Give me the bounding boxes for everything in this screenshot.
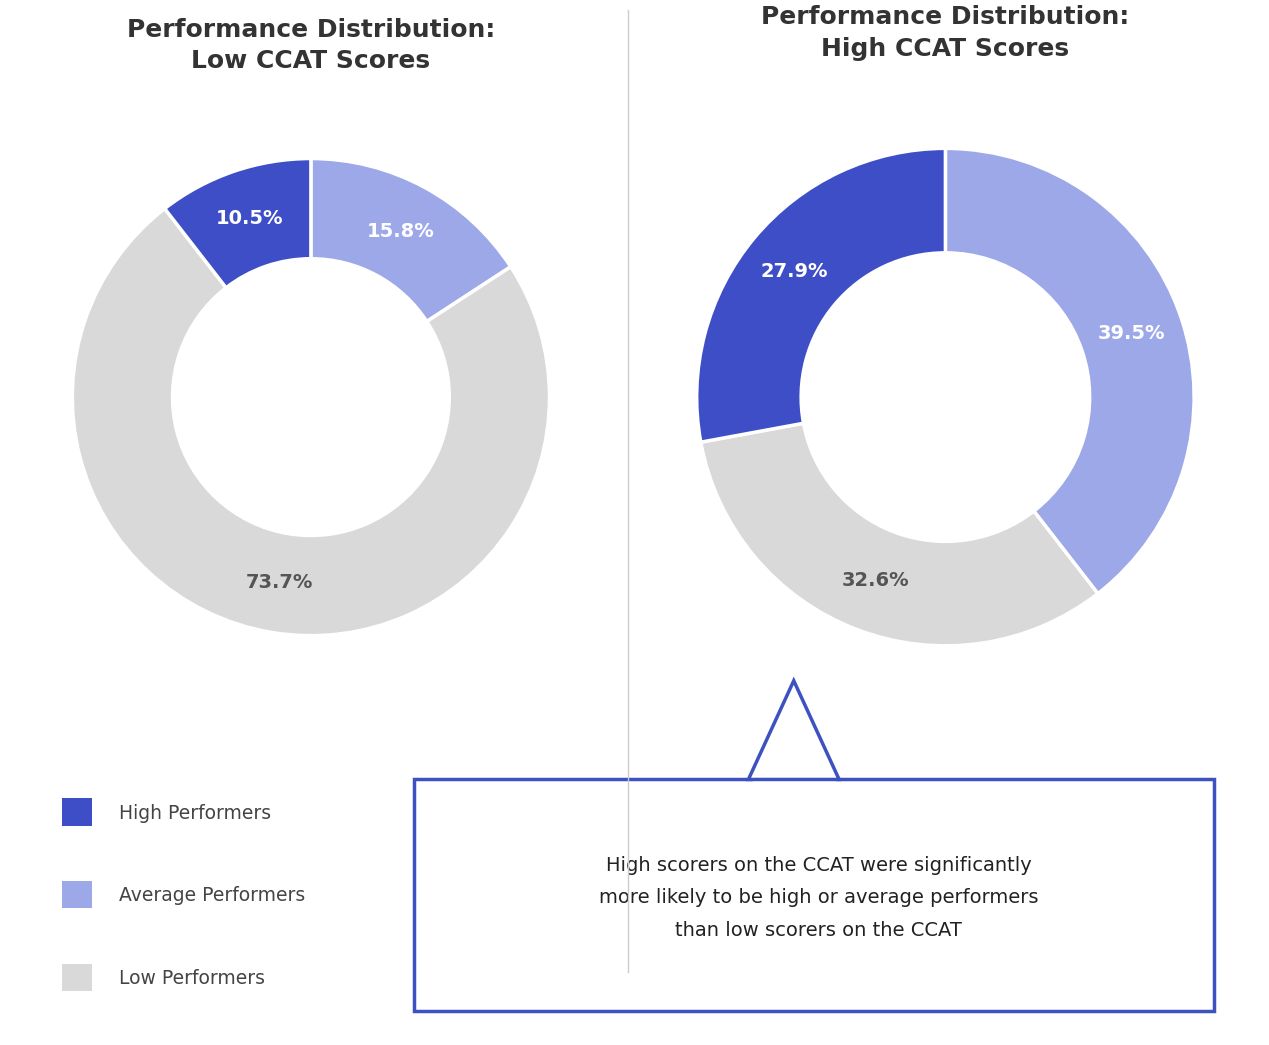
Wedge shape bbox=[165, 159, 311, 287]
Title: Performance Distribution:
High CCAT Scores: Performance Distribution: High CCAT Scor… bbox=[761, 5, 1129, 61]
Wedge shape bbox=[72, 209, 549, 635]
Polygon shape bbox=[749, 680, 839, 780]
FancyBboxPatch shape bbox=[414, 780, 1214, 1011]
Text: Average Performers: Average Performers bbox=[119, 886, 306, 905]
FancyBboxPatch shape bbox=[62, 798, 91, 826]
Text: Low Performers: Low Performers bbox=[119, 969, 265, 988]
Text: 10.5%: 10.5% bbox=[216, 209, 283, 228]
Wedge shape bbox=[700, 423, 1098, 646]
Wedge shape bbox=[311, 159, 510, 322]
FancyBboxPatch shape bbox=[62, 963, 91, 991]
Text: 32.6%: 32.6% bbox=[841, 572, 909, 590]
Text: High scorers on the CCAT were significantly
more likely to be high or average pe: High scorers on the CCAT were significan… bbox=[599, 856, 1038, 939]
Circle shape bbox=[801, 253, 1090, 541]
Text: 39.5%: 39.5% bbox=[1098, 324, 1165, 343]
Text: High Performers: High Performers bbox=[119, 804, 272, 822]
Text: 27.9%: 27.9% bbox=[760, 262, 829, 281]
Polygon shape bbox=[753, 768, 835, 788]
Title: Performance Distribution:
Low CCAT Scores: Performance Distribution: Low CCAT Score… bbox=[127, 18, 495, 73]
FancyBboxPatch shape bbox=[62, 881, 91, 908]
Text: 15.8%: 15.8% bbox=[367, 222, 434, 241]
Wedge shape bbox=[697, 148, 945, 442]
Wedge shape bbox=[945, 148, 1194, 594]
Circle shape bbox=[173, 259, 449, 535]
Text: 73.7%: 73.7% bbox=[246, 574, 313, 593]
